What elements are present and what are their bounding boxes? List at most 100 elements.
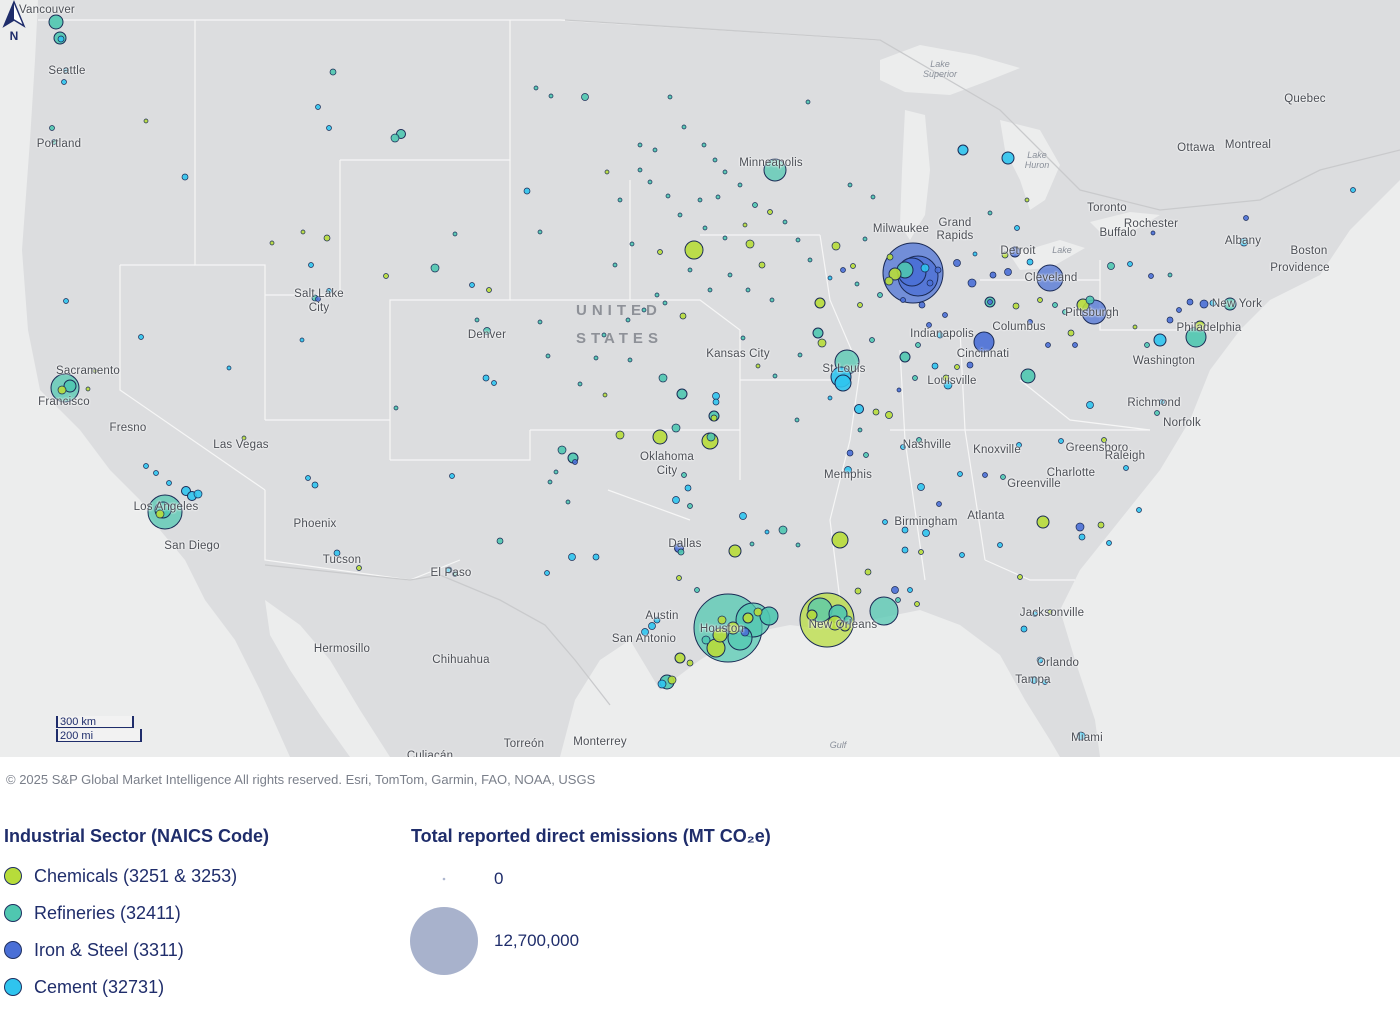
facility-bubble[interactable] bbox=[1032, 611, 1038, 617]
facility-bubble[interactable] bbox=[712, 392, 720, 400]
facility-bubble[interactable] bbox=[496, 537, 504, 545]
facility-bubble[interactable] bbox=[648, 622, 656, 630]
facility-bubble[interactable] bbox=[1144, 342, 1150, 348]
facility-bubble[interactable] bbox=[1350, 187, 1356, 193]
facility-bubble[interactable] bbox=[745, 287, 751, 293]
facility-bubble[interactable] bbox=[694, 587, 700, 593]
facility-bubble[interactable] bbox=[797, 352, 803, 358]
facility-bubble[interactable] bbox=[629, 241, 635, 247]
facility-bubble[interactable] bbox=[891, 586, 899, 594]
facility-bubble[interactable] bbox=[900, 444, 906, 450]
facility-bubble[interactable] bbox=[241, 435, 247, 441]
facility-bubble[interactable] bbox=[1009, 246, 1021, 258]
facility-bubble[interactable] bbox=[166, 480, 172, 486]
facility-bubble[interactable] bbox=[449, 473, 455, 479]
facility-bubble[interactable] bbox=[537, 229, 543, 235]
facility-bubble[interactable] bbox=[1026, 258, 1034, 266]
facility-bubble[interactable] bbox=[967, 278, 977, 288]
facility-bubble[interactable] bbox=[957, 144, 969, 156]
facility-bubble[interactable] bbox=[647, 179, 653, 185]
facility-bubble[interactable] bbox=[840, 267, 846, 273]
facility-bubble[interactable] bbox=[654, 292, 660, 298]
facility-bubble[interactable] bbox=[772, 373, 778, 379]
facility-bubble[interactable] bbox=[333, 549, 341, 557]
facility-bubble[interactable] bbox=[936, 331, 944, 339]
facility-bubble[interactable] bbox=[931, 362, 939, 370]
facility-bubble[interactable] bbox=[326, 125, 332, 131]
facility-bubble[interactable] bbox=[537, 319, 543, 325]
facility-bubble[interactable] bbox=[544, 570, 550, 576]
facility-bubble[interactable] bbox=[857, 302, 863, 308]
facility-bubble[interactable] bbox=[1016, 442, 1022, 448]
facility-bubble[interactable] bbox=[742, 222, 748, 228]
facility-bubble[interactable] bbox=[953, 259, 961, 267]
facility-bubble[interactable] bbox=[1136, 507, 1142, 513]
facility-bubble[interactable] bbox=[138, 334, 144, 340]
facility-bubble[interactable] bbox=[1036, 656, 1044, 664]
facility-bubble[interactable] bbox=[85, 386, 91, 392]
facility-bubble[interactable] bbox=[63, 379, 77, 393]
facility-bubble[interactable] bbox=[907, 587, 913, 593]
facility-bubble[interactable] bbox=[912, 375, 918, 381]
facility-bubble[interactable] bbox=[1024, 197, 1030, 203]
facility-bubble[interactable] bbox=[676, 575, 682, 581]
facility-bubble[interactable] bbox=[742, 612, 754, 624]
facility-bubble[interactable] bbox=[844, 466, 852, 474]
facility-bubble[interactable] bbox=[706, 432, 716, 442]
facility-bubble[interactable] bbox=[782, 219, 788, 225]
facility-bubble[interactable] bbox=[1078, 533, 1086, 541]
facility-bubble[interactable] bbox=[1067, 329, 1075, 337]
facility-bubble[interactable] bbox=[1123, 465, 1129, 471]
facility-bubble[interactable] bbox=[1075, 522, 1085, 532]
facility-bubble[interactable] bbox=[872, 408, 880, 416]
facility-bubble[interactable] bbox=[483, 327, 491, 335]
facility-bubble[interactable] bbox=[1020, 625, 1028, 633]
facility-bubble[interactable] bbox=[1166, 316, 1174, 324]
facility-bubble[interactable] bbox=[936, 501, 942, 507]
facility-bubble[interactable] bbox=[658, 373, 668, 383]
facility-bubble[interactable] bbox=[577, 381, 583, 387]
facility-bubble[interactable] bbox=[752, 202, 758, 208]
facility-bubble[interactable] bbox=[1176, 307, 1182, 313]
facility-bubble[interactable] bbox=[1186, 298, 1194, 306]
facility-bubble[interactable] bbox=[1097, 521, 1105, 529]
facility-bubble[interactable] bbox=[737, 182, 743, 188]
facility-bubble[interactable] bbox=[885, 411, 893, 419]
facility-bubble[interactable] bbox=[474, 317, 480, 323]
facility-bubble[interactable] bbox=[671, 423, 681, 433]
facility-bubble[interactable] bbox=[452, 231, 458, 237]
facility-bubble[interactable] bbox=[1239, 237, 1249, 247]
facility-bubble[interactable] bbox=[684, 240, 704, 260]
facility-bubble[interactable] bbox=[61, 79, 67, 85]
facility-bubble[interactable] bbox=[942, 312, 948, 318]
facility-bubble[interactable] bbox=[1014, 225, 1020, 231]
facility-bubble[interactable] bbox=[63, 67, 69, 73]
facility-bubble[interactable] bbox=[854, 281, 860, 287]
facility-bubble[interactable] bbox=[717, 615, 727, 625]
facility-bubble[interactable] bbox=[356, 565, 362, 571]
facility-bubble[interactable] bbox=[918, 549, 924, 555]
facility-bubble[interactable] bbox=[1062, 309, 1068, 315]
facility-bubble[interactable] bbox=[300, 229, 306, 235]
facility-bubble[interactable] bbox=[727, 272, 733, 278]
facility-bubble[interactable] bbox=[181, 173, 189, 181]
facility-bubble[interactable] bbox=[807, 257, 813, 263]
facility-bubble[interactable] bbox=[1159, 399, 1165, 405]
facility-bubble[interactable] bbox=[1106, 540, 1112, 546]
facility-bubble[interactable] bbox=[1058, 438, 1064, 444]
facility-bubble[interactable] bbox=[329, 68, 337, 76]
facility-bubble[interactable] bbox=[672, 496, 680, 504]
facility-bubble[interactable] bbox=[817, 338, 827, 348]
facility-bubble[interactable] bbox=[764, 529, 770, 535]
facility-bubble[interactable] bbox=[1085, 295, 1095, 305]
facility-bubble[interactable] bbox=[627, 357, 633, 363]
facility-bubble[interactable] bbox=[972, 251, 978, 257]
facility-bubble[interactable] bbox=[712, 157, 718, 163]
facility-bubble[interactable] bbox=[57, 35, 65, 43]
facility-bubble[interactable] bbox=[657, 679, 667, 689]
facility-bubble[interactable] bbox=[1072, 342, 1078, 348]
facility-bubble[interactable] bbox=[850, 263, 856, 269]
facility-bubble[interactable] bbox=[712, 627, 728, 643]
facility-bubble[interactable] bbox=[581, 93, 589, 101]
facility-bubble[interactable] bbox=[51, 139, 57, 145]
